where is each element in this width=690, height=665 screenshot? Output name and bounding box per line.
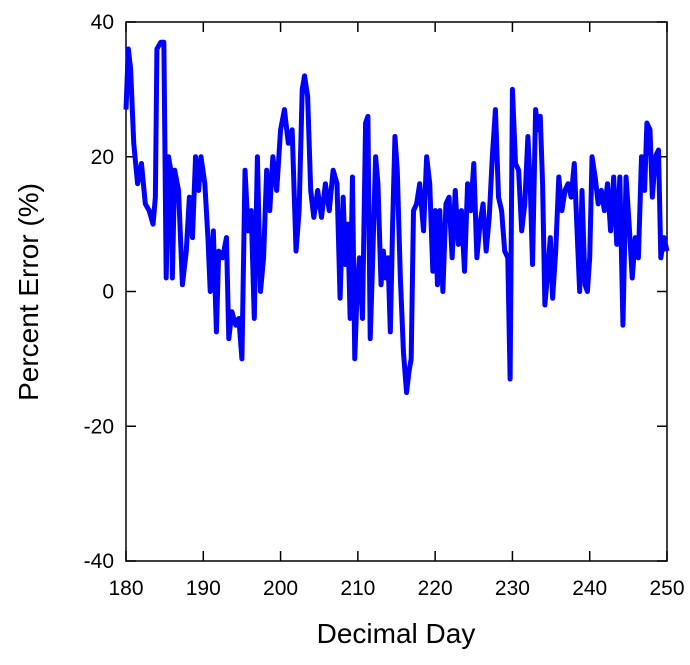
x-tick-label: 250 bbox=[649, 577, 684, 600]
x-tick-label: 240 bbox=[572, 577, 607, 600]
y-tick-label: -20 bbox=[84, 415, 114, 438]
x-tick-label: 180 bbox=[108, 577, 143, 600]
x-tick-label: 210 bbox=[340, 577, 375, 600]
x-axis-label: Decimal Day bbox=[317, 618, 476, 649]
y-tick-label: 20 bbox=[91, 146, 114, 169]
x-tick-label: 230 bbox=[495, 577, 530, 600]
y-tick-label: -40 bbox=[84, 550, 114, 573]
y-axis-label: Percent Error (%) bbox=[13, 183, 44, 401]
x-tick-label: 220 bbox=[418, 577, 453, 600]
x-tick-label: 200 bbox=[263, 577, 298, 600]
x-tick-label: 190 bbox=[186, 577, 221, 600]
data-line bbox=[123, 39, 670, 396]
y-tick-label: 0 bbox=[102, 281, 114, 304]
y-tick-label: 40 bbox=[91, 11, 114, 34]
